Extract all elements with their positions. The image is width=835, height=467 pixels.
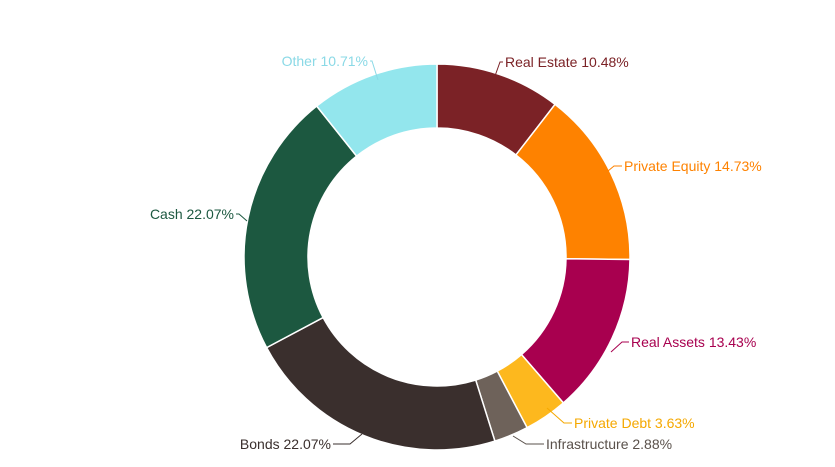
leader-lines-group (236, 60, 629, 445)
leader-line-private-equity (595, 165, 622, 182)
leader-line-bonds (333, 433, 363, 445)
leader-line-infrastructure (512, 435, 544, 445)
data-label-real-assets: Real Assets 13.43% (631, 334, 756, 350)
leader-line-cash (236, 213, 248, 222)
slice-other[interactable] (315, 63, 438, 158)
slice-cash[interactable] (243, 105, 358, 349)
leader-line-real-estate (494, 61, 503, 77)
slice-bonds[interactable] (265, 316, 496, 451)
data-label-private-equity: Private Equity 14.73% (624, 158, 762, 174)
leader-line-real-assets (610, 341, 629, 353)
labels-group: Real Estate 10.48% Private Equity 14.73% R… (150, 53, 762, 452)
slices-group (243, 63, 631, 451)
leader-line-other (370, 60, 379, 81)
data-label-other: Other 10.71% (282, 53, 368, 69)
data-label-bonds: Bonds 22.07% (240, 436, 331, 452)
data-label-infrastructure: Infrastructure 2.88% (546, 436, 672, 452)
data-label-real-estate: Real Estate 10.48% (505, 54, 629, 70)
data-label-cash: Cash 22.07% (150, 206, 234, 222)
data-label-private-debt: Private Debt 3.63% (574, 415, 695, 431)
leader-line-private-debt (546, 407, 572, 424)
